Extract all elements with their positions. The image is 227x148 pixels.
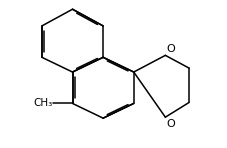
Text: O: O [166, 44, 175, 54]
Text: O: O [166, 119, 175, 129]
Text: CH₃: CH₃ [33, 98, 52, 108]
